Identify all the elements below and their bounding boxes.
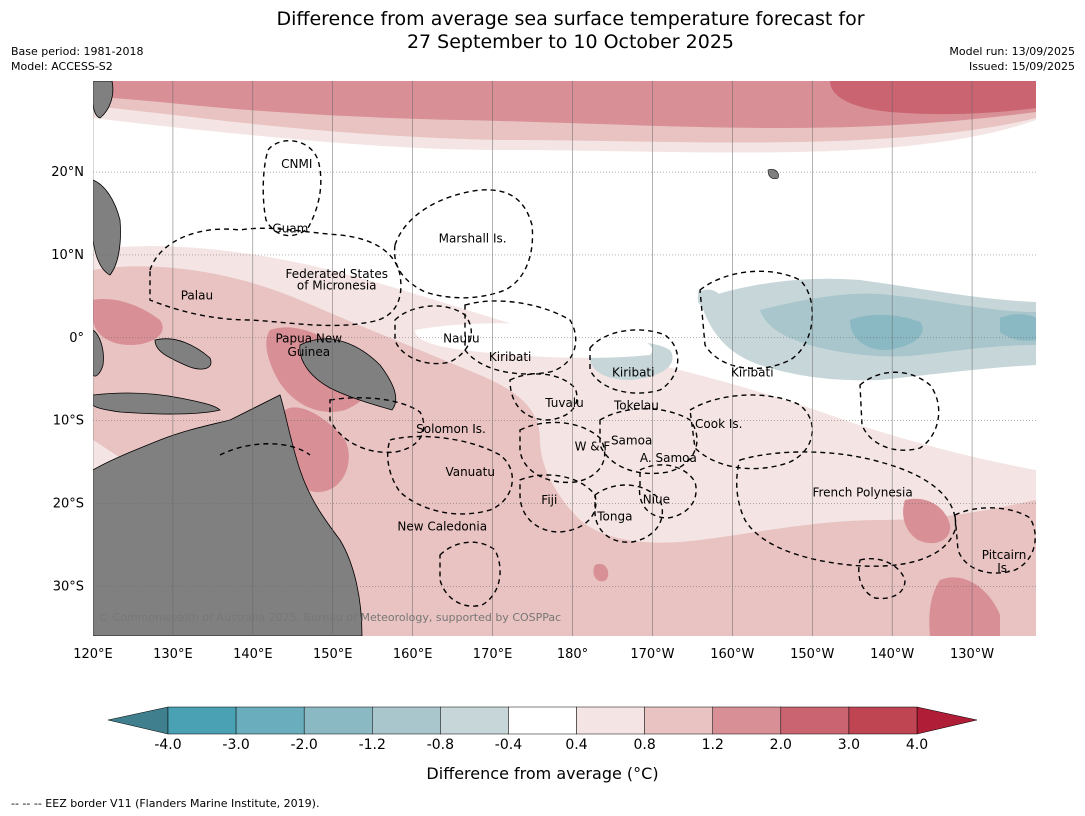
region-label-new-caledonia: New Caledonia (397, 520, 487, 534)
model-run: Model run: 13/09/2025 (949, 45, 1075, 58)
region-label-palau: Palau (181, 289, 213, 303)
region-label-kiribati-line: Kiribati (731, 366, 773, 380)
colorbar-segment (712, 706, 782, 735)
region-label-png-line1: Papua New (275, 332, 342, 346)
colorbar-tick-label: 0.8 (633, 737, 656, 753)
region-label-png-line2: Guinea (287, 345, 330, 359)
region-label-samoa: Samoa (611, 434, 652, 448)
base-period: Base period: 1981-2018 (11, 45, 144, 58)
colorbar-segment (780, 706, 850, 735)
colorbar-tick-label: 3.0 (837, 737, 861, 753)
philippines-land (93, 179, 121, 276)
colorbar-tick-label: -0.8 (426, 737, 455, 753)
region-label-nauru: Nauru (443, 332, 479, 346)
y-tick-label: 0° (69, 331, 84, 346)
colorbar-label: Difference from average (°C) (426, 764, 659, 783)
y-tick-label: 10°N (51, 248, 84, 263)
eez-legend-footer: -- -- -- EEZ border V11 (Flanders Marine… (11, 797, 320, 810)
region-label-w-and-f: W & F (575, 439, 611, 453)
colorbar-under-arrow (107, 706, 169, 735)
map-title: Difference from average sea surface temp… (0, 8, 1085, 54)
x-tick-label: 150°W (790, 647, 834, 662)
colorbar-segment (576, 706, 645, 735)
region-label-marshall-is: Marshall Is. (439, 231, 507, 245)
x-axis-labels: 120°E 130°E 140°E 150°E 160°E 170°E 180° 170°W 1… (73, 647, 994, 662)
region-label-niue: Niue (643, 492, 670, 506)
colorbar-tick-label: -2.0 (290, 737, 318, 753)
meta-left: Base period: 1981-2018 Model: ACCESS-S2 (11, 44, 143, 74)
colorbar-tick-label: 1.2 (701, 737, 724, 753)
region-label-fsm-line2: of Micronesia (297, 279, 377, 293)
region-label-kiribati-phoenix: Kiribati (612, 366, 654, 380)
colorbar-tick-label: 0.4 (565, 737, 588, 753)
region-label-guam: Guam (272, 221, 308, 235)
colorbar-segment (372, 706, 441, 735)
region-label-pitcairn-line1: Pitcairn (982, 548, 1027, 562)
x-tick-label: 140°E (233, 647, 273, 662)
copyright-text: © Commonwealth of Australia 2025, Bureau… (98, 611, 561, 624)
sulawesi-land (154, 338, 212, 370)
map-area (93, 81, 1036, 636)
y-tick-label: 20°S (53, 496, 84, 511)
colorbar-segment (303, 706, 373, 735)
y-tick-label: 30°S (53, 579, 84, 594)
region-label-vanuatu: Vanuatu (445, 465, 495, 479)
colorbar-segment (848, 706, 918, 735)
region-label-kiribati-gilbert: Kiribati (489, 350, 531, 364)
hawaii-land (767, 169, 779, 180)
land-masses (93, 81, 779, 636)
x-tick-label: 180° (557, 647, 588, 662)
x-tick-label: 130°E (153, 647, 193, 662)
region-label-cnmi: CNMI (281, 157, 312, 171)
colorbar-tick-label: -4.0 (154, 737, 182, 753)
issued-date: Issued: 15/09/2025 (968, 60, 1075, 73)
y-tick-label: 20°N (51, 165, 84, 180)
region-label-tuvalu: Tuvalu (544, 396, 584, 410)
colorbar-segment (644, 706, 713, 735)
x-tick-label: 170°E (473, 647, 513, 662)
colorbar-tick-label: 2.0 (769, 737, 792, 753)
region-label-french-polynesia: French Polynesia (812, 486, 912, 500)
y-tick-label: 10°S (53, 414, 84, 429)
colorbar-segment (440, 706, 509, 735)
lesser-sunda-land (93, 392, 221, 415)
region-label-cook-is: Cook Is. (695, 417, 742, 431)
meta-right: Model run: 13/09/2025 Issued: 15/09/2025 (949, 44, 1075, 74)
x-tick-label: 170°W (630, 647, 674, 662)
model-name: Model: ACCESS-S2 (11, 60, 113, 73)
region-label-pitcairn-line2: Is. (997, 561, 1011, 575)
map-title-line1: Difference from average sea surface temp… (276, 8, 865, 30)
x-tick-label: 120°E (73, 647, 113, 662)
colorbar-segment (508, 706, 577, 735)
gridlines (93, 81, 1036, 636)
region-label-tonga: Tonga (596, 510, 632, 524)
region-label-american-samoa: A. Samoa (640, 451, 697, 465)
colorbar-over-arrow (916, 706, 978, 735)
region-label-tokelau: Tokelau (613, 399, 659, 413)
colorbar (107, 706, 978, 735)
new-guinea-land (299, 338, 397, 411)
x-tick-label: 160°E (393, 647, 433, 662)
colorbar-tick-label: 4.0 (905, 737, 929, 753)
colorbar-segment (235, 706, 305, 735)
region-label-fsm-line1: Federated States (286, 267, 388, 281)
region-label-fiji: Fiji (541, 493, 557, 507)
x-tick-label: 160°W (710, 647, 754, 662)
x-tick-label: 150°E (313, 647, 353, 662)
map-title-line2: 27 September to 10 October 2025 (406, 31, 735, 53)
australia-land (93, 394, 363, 636)
eez-borders (149, 140, 1036, 607)
colorbar-tick-label: -1.2 (358, 737, 386, 753)
halmahera-land (93, 329, 104, 377)
region-label-solomon-is: Solomon Is. (416, 422, 486, 436)
y-axis-labels: 20°N 10°N 0° 10°S 20°S 30°S (51, 165, 84, 594)
x-tick-label: 140°W (870, 647, 914, 662)
colorbar-tick-label: -3.0 (222, 737, 250, 753)
taiwan-land (93, 81, 114, 119)
x-tick-label: 130°W (950, 647, 994, 662)
colorbar-segment (167, 706, 237, 735)
colorbar-tick-label: -0.4 (494, 737, 523, 753)
